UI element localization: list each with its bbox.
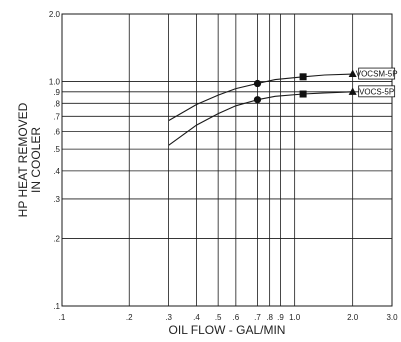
y-tick-label: .7 [53, 112, 60, 121]
series: VOCSM-5P VOCS-5P [168, 67, 398, 146]
plot-frame [61, 13, 393, 307]
y-tick-label: .9 [53, 88, 60, 97]
x-tick-label: .2 [126, 313, 133, 322]
y-axis-title: HP HEAT REMOVED IN COOLER [16, 102, 43, 217]
y-tick-label: .2 [53, 234, 60, 243]
circle-marker [253, 96, 262, 104]
y-tick-label: .5 [53, 145, 60, 154]
x-tick-label: 2.0 [347, 313, 359, 322]
x-tick-label: .3 [165, 313, 172, 322]
x-axis-title: OIL FLOW - GAL/MIN [169, 323, 286, 337]
y-tick-label: .6 [53, 127, 60, 136]
x-tick-label: .4 [193, 313, 200, 322]
series-label: VOCSM-5P [356, 70, 398, 79]
series-label: VOCS-5P [359, 87, 394, 96]
y-tick-label: .8 [53, 99, 60, 108]
y-axis-title-line-2: IN COOLER [29, 127, 43, 193]
series-vocsm-5p: VOCSM-5P [168, 67, 398, 122]
y-tick-label: .4 [53, 167, 60, 176]
triangle-marker [348, 69, 357, 78]
x-tick-label: .9 [277, 313, 284, 322]
series-vocs-5p: VOCS-5P [168, 85, 396, 146]
x-tick-label: .1 [59, 313, 66, 322]
x-tick-label: .8 [266, 313, 273, 322]
y-tick-label: 2.0 [49, 10, 61, 19]
square-marker [299, 90, 307, 98]
x-tick-label: .5 [215, 313, 222, 322]
x-tick-label: .6 [233, 313, 240, 322]
y-axis-title-line-1: HP HEAT REMOVED [16, 102, 30, 217]
series-label-box [358, 85, 396, 98]
x-tick-label: 1.0 [289, 313, 301, 322]
y-axis-ticks: .1 .2 .3 .4 .5 .6 .7 .8 .91.0 2.0 [49, 10, 61, 311]
series-label-box [358, 67, 396, 80]
y-tick-label: .1 [53, 302, 60, 311]
circle-marker [253, 79, 262, 88]
y-tick-label: .3 [53, 195, 60, 204]
grid [61, 13, 393, 307]
y-tick-label: 1.0 [49, 78, 61, 87]
x-tick-label: 3.0 [386, 313, 398, 322]
x-axis-ticks: .1 .2 .3 .4 .5 .6 .7 .8 .9 1.0 2.0 3.0 [59, 313, 398, 322]
x-tick-label: .7 [254, 313, 261, 322]
square-marker [299, 73, 307, 81]
triangle-marker [348, 87, 357, 95]
